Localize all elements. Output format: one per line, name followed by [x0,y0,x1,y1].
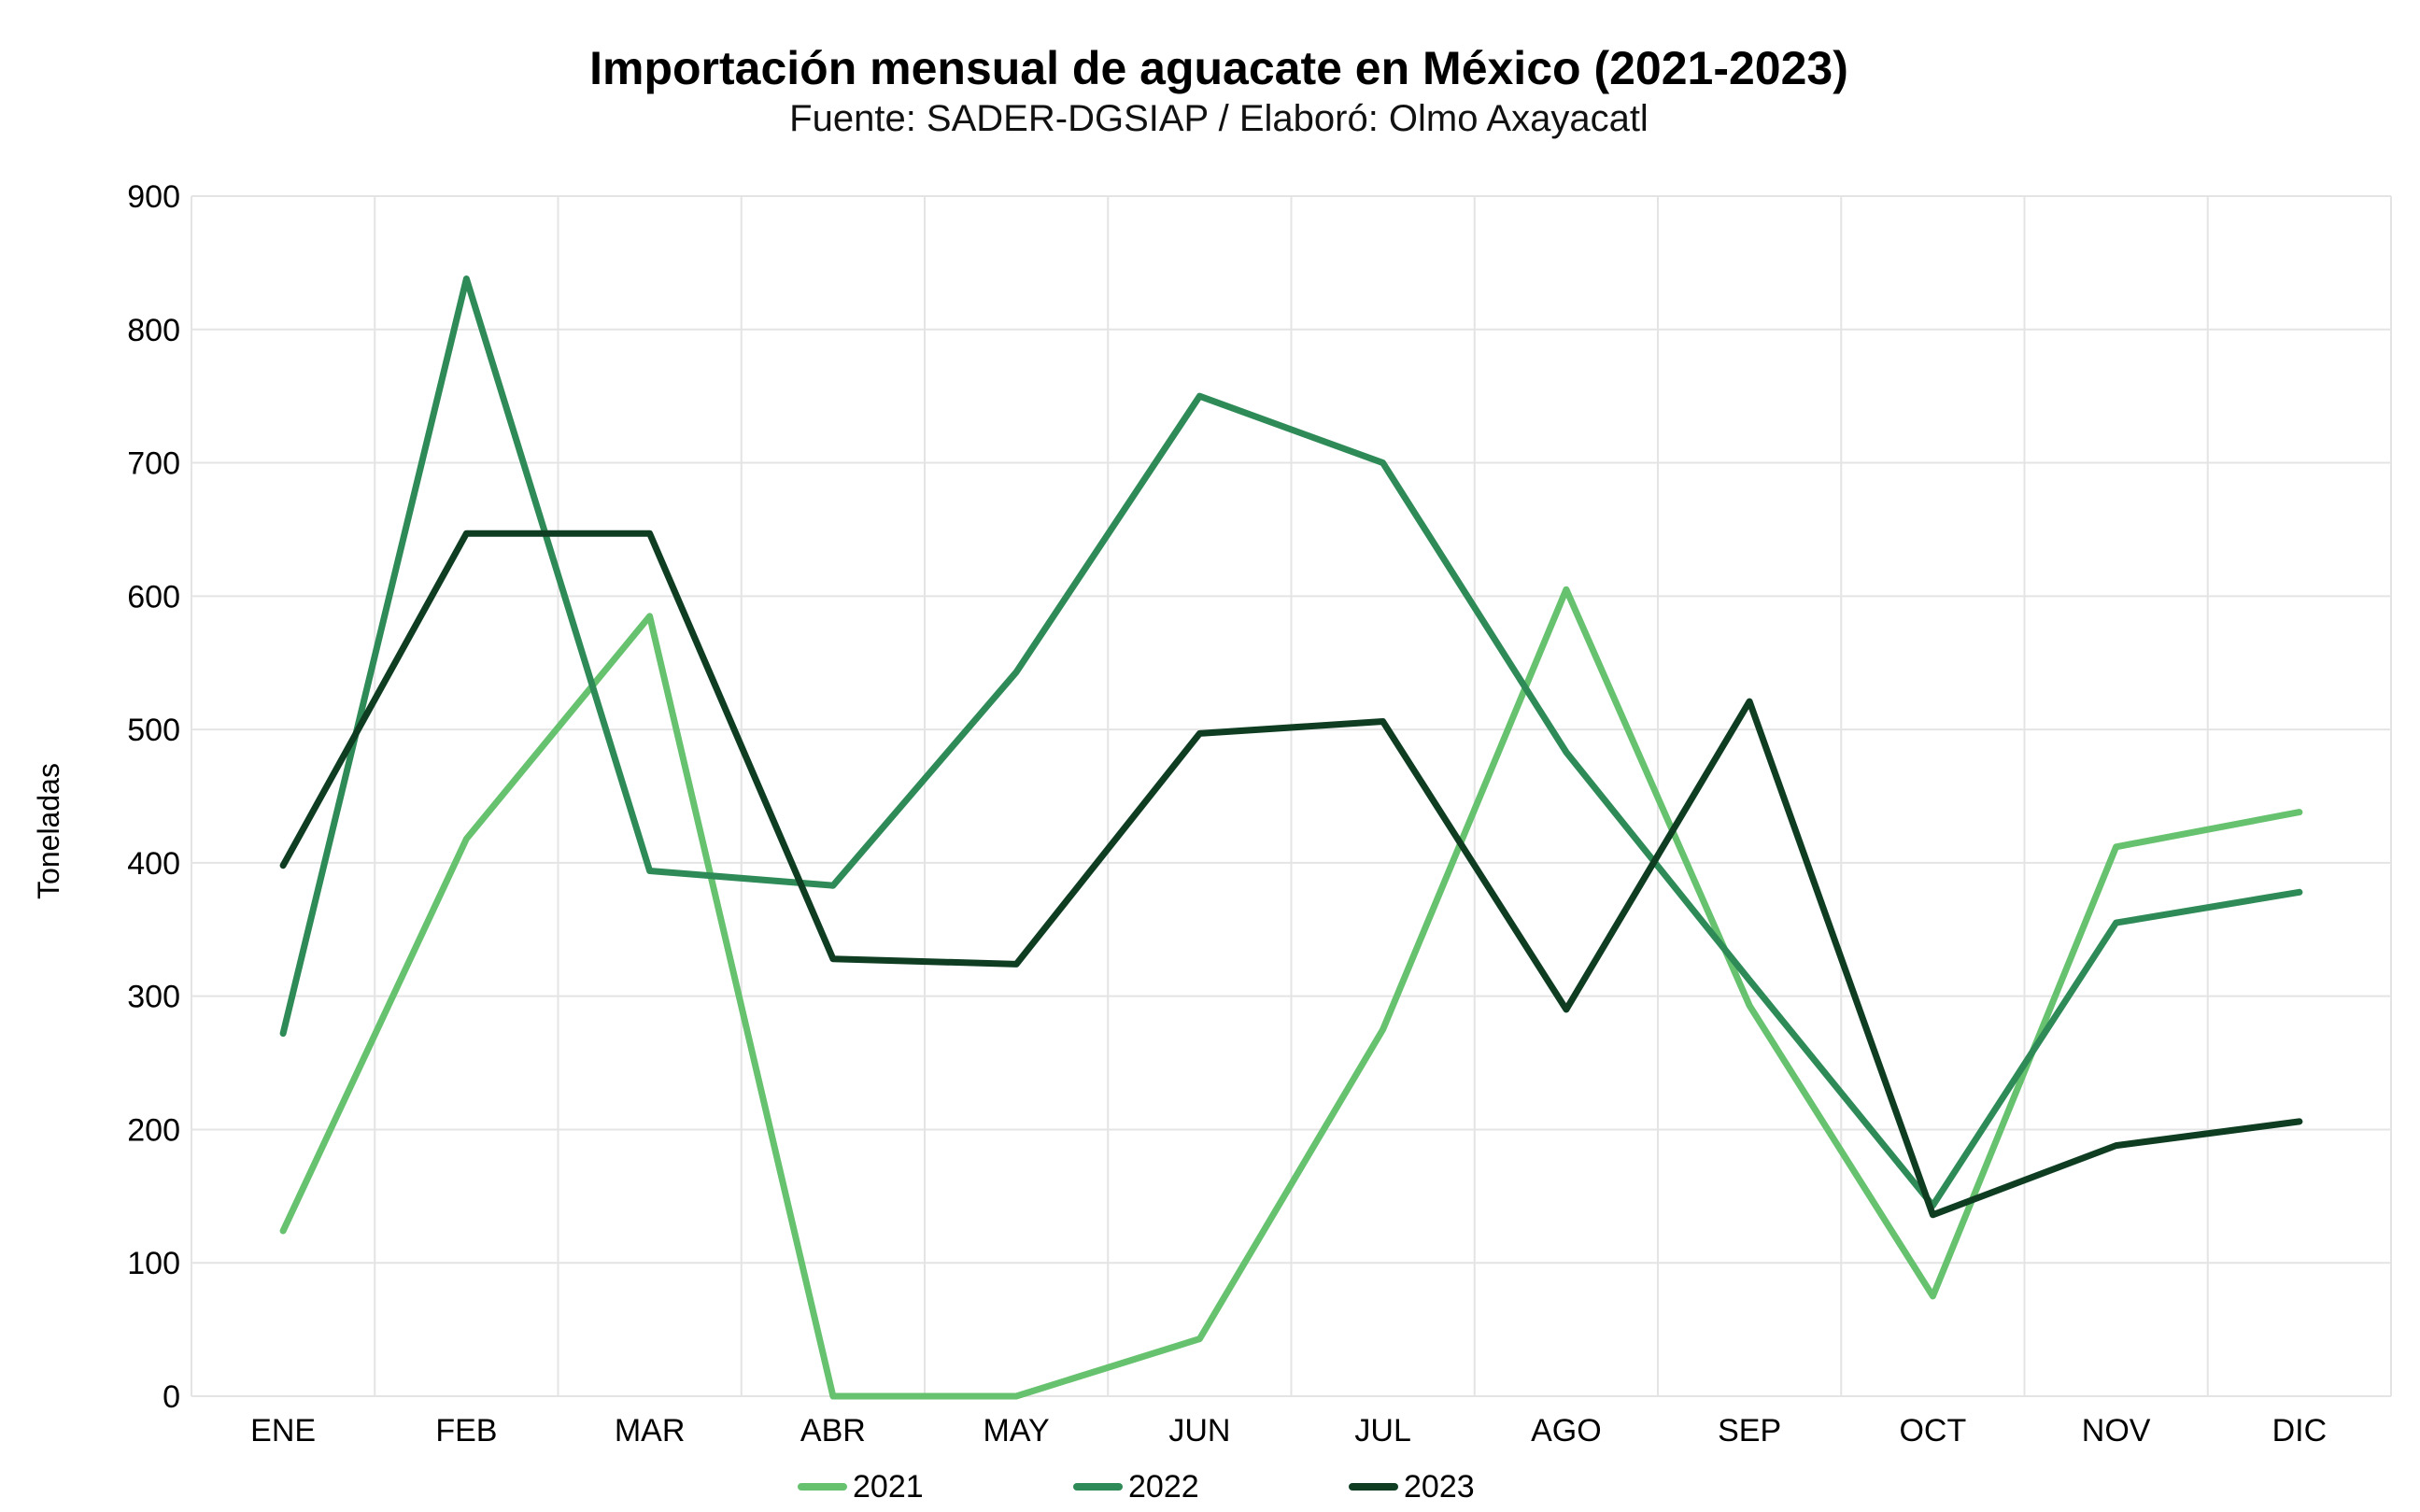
y-tick-label: 0 [163,1379,180,1415]
grid-lines [191,195,2392,1397]
series-line-2022 [279,276,2303,1209]
y-tick-label: 800 [127,313,180,348]
y-tick-label: 400 [127,846,180,882]
y-tick-label: 900 [127,179,180,215]
series-line-2021 [279,586,2303,1400]
legend-label-2022: 2022 [1128,1469,1199,1505]
x-tick-label: AGO [1531,1413,1602,1448]
series-line-2023 [279,530,2303,1219]
x-tick-label: DIC [2272,1413,2328,1448]
y-axis-ticks: 0 100 200 300 400 500 600 700 800 900 [127,179,180,1415]
legend-label-2023: 2023 [1404,1469,1475,1505]
y-tick-label: 500 [127,713,180,748]
x-tick-label: OCT [1899,1413,1966,1448]
y-tick-label: 700 [127,446,180,482]
y-axis-label: Toneladas [32,763,65,899]
x-tick-label: MAY [984,1413,1050,1448]
x-axis-ticks: ENE FEB MAR ABR MAY JUN JUL AGO SEP OCT NOV DIC [250,1413,2327,1448]
series-lines [279,276,2303,1400]
x-tick-label: JUN [1168,1413,1230,1448]
x-tick-label: MAR [615,1413,686,1448]
chart-title: Importación mensual de aguacate en Méxic… [589,42,1848,94]
y-tick-label: 200 [127,1112,180,1148]
legend-label-2021: 2021 [853,1469,924,1505]
y-tick-label: 600 [127,579,180,615]
x-tick-label: JUL [1354,1413,1410,1448]
x-tick-label: SEP [1718,1413,1781,1448]
legend: 2021 2022 2023 [798,1469,1475,1505]
y-tick-label: 100 [127,1246,180,1281]
x-tick-label: ENE [250,1413,316,1448]
x-tick-label: FEB [435,1413,497,1448]
y-tick-label: 300 [127,980,180,1015]
x-tick-label: NOV [2082,1413,2151,1448]
chart-subtitle: Fuente: SADER-DGSIAP / Elaboró: Olmo Axa… [789,98,1649,139]
x-tick-label: ABR [800,1413,866,1448]
